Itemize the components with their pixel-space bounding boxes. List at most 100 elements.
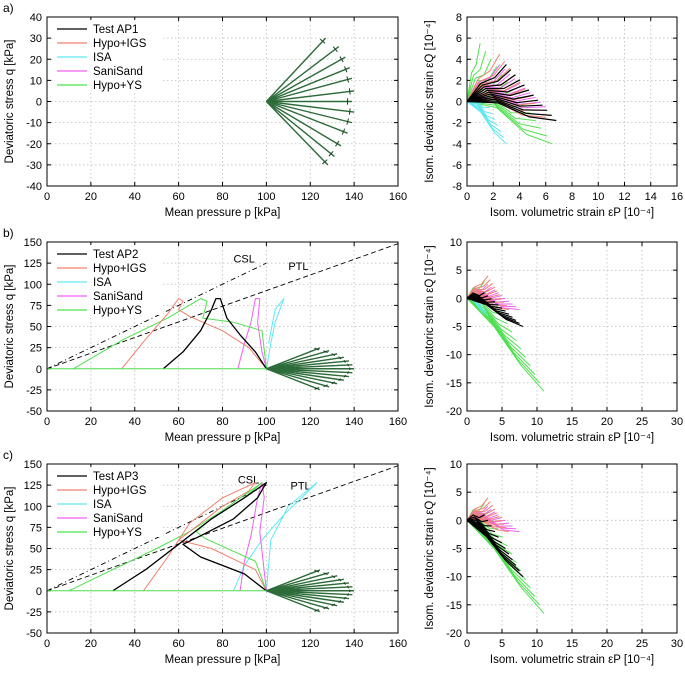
y-tick-label: 25 (30, 565, 42, 577)
y-axis-label: Deviatoric stress q [kPa] (4, 487, 16, 611)
stress-path-tip (314, 569, 320, 573)
y-tick-label: 0 (456, 515, 462, 527)
undrained-path-hypo-igs (143, 482, 267, 592)
strain-path (466, 79, 521, 102)
strain-path (466, 279, 491, 299)
stress-path-test (266, 347, 321, 370)
y-tick-label: 50 (30, 544, 42, 556)
stress-path-test (266, 100, 355, 113)
y-axis-label: Isom. deviatoric strain εQ [10⁻⁴] (424, 20, 436, 183)
y-tick-label: -10 (446, 572, 462, 584)
strain-path (466, 514, 485, 521)
y-tick-label: -50 (26, 628, 42, 640)
stress-path-test (266, 350, 330, 370)
stress-path-tip (343, 581, 346, 585)
strain-path (466, 297, 527, 358)
panel-a-left: 0 20 40 60 80 100 120 140 160 -40 -30 -20 -10 0 10 20 30… (3, 1, 407, 219)
stress-path-tip (347, 363, 349, 367)
x-tick-label: 0 (464, 416, 470, 428)
stress-path-tip (343, 66, 348, 73)
x-tick-label: 40 (129, 191, 141, 203)
panel-label: b) (3, 226, 14, 240)
x-tick-label: 100 (257, 416, 275, 428)
x-tick-label: 80 (216, 191, 228, 203)
y-tick-label: 10 (450, 237, 462, 249)
x-tick-label: 40 (129, 638, 141, 650)
strain-path (466, 519, 503, 544)
y-tick-label: 2 (456, 75, 462, 87)
stress-path-tip (314, 347, 320, 351)
y-tick-label: -20 (446, 628, 462, 640)
undrained-path-test (112, 481, 268, 592)
y-tick-label: -50 (26, 406, 42, 418)
strain-path (466, 297, 531, 367)
stress-path-test (266, 578, 344, 592)
y-tick-label: -25 (26, 385, 42, 397)
y-tick-label: 5 (456, 265, 462, 277)
x-tick-label: 120 (301, 416, 319, 428)
y-tick-label: 100 (24, 279, 42, 291)
legend-entry: Hypo+YS (93, 80, 142, 92)
strain-path (466, 101, 496, 121)
y-tick-label: 5 (456, 487, 462, 499)
stress-path-tip (323, 350, 328, 354)
stress-path-test (266, 100, 353, 124)
strain-path (466, 96, 543, 107)
panel-b-left: 0 20 40 60 80 100 120 140 160 -50 -25 0 25 50 75 100 125… (3, 226, 407, 444)
legend-background (53, 20, 163, 90)
y-tick-label: 0 (456, 293, 462, 305)
stress-path-test (266, 67, 351, 103)
x-tick-label: 30 (671, 416, 683, 428)
y-tick-label: 0 (36, 586, 42, 598)
strain-path (466, 519, 496, 533)
strain-path (466, 516, 489, 523)
stress-path-tip (322, 159, 328, 165)
x-tick-label: 160 (389, 416, 407, 428)
undrained-path-hypo-igs (121, 298, 267, 370)
strain-path (466, 297, 545, 392)
y-tick-label: -25 (26, 607, 42, 619)
y-tick-label: 125 (24, 258, 42, 270)
plot-area (466, 497, 545, 614)
x-tick-label: 140 (345, 416, 363, 428)
x-tick-label: 15 (566, 416, 578, 428)
stress-path-test (266, 590, 330, 610)
x-axis-label: Isom. volumetric strain εP [10⁻⁴] (490, 432, 654, 444)
y-tick-label: -10 (26, 118, 42, 130)
csl-label: CSL (238, 474, 259, 486)
plot-frame (46, 463, 399, 634)
strain-path (466, 497, 489, 521)
x-tick-label: 2 (490, 191, 496, 203)
plot-area (265, 37, 355, 166)
stress-path-test (266, 356, 344, 370)
x-axis-label: Isom. volumetric strain εP [10⁻⁴] (490, 207, 654, 219)
legend-entry: Test AP1 (93, 24, 138, 36)
plot-area (466, 275, 545, 392)
panel-b-right: 0 5 10 15 20 25 30 -20 -15 -10 -5 0 5 10 Isom. volumet… (424, 237, 683, 444)
stress-path-tip (331, 353, 336, 357)
y-tick-label: 6 (456, 33, 462, 45)
panel-a-right: 0 2 4 6 8 10 12 14 16 -8 -6 -4 -2 0 2 4 6 8 Isom. volumetr… (424, 12, 683, 219)
strain-path (466, 50, 487, 102)
stress-path-tip (331, 603, 336, 607)
x-tick-label: 0 (464, 638, 470, 650)
strain-path (466, 58, 492, 102)
strain-path (466, 84, 525, 103)
y-axis-label: Isom. deviatoric strain εQ [10⁻⁴] (424, 467, 436, 630)
stress-path-tip (338, 600, 342, 604)
strain-path (466, 519, 545, 614)
stress-path-test (265, 100, 335, 157)
x-tick-label: 10 (592, 191, 604, 203)
stress-path-tip (347, 593, 349, 596)
strain-path (466, 519, 536, 597)
stress-path-test (266, 360, 350, 370)
x-tick-label: 6 (543, 191, 549, 203)
strain-path (466, 516, 503, 523)
legend-entry: ISA (93, 499, 112, 511)
y-tick-label: -30 (26, 160, 42, 172)
plot-frame (466, 241, 678, 412)
x-tick-label: 40 (129, 416, 141, 428)
stress-path-tip (319, 38, 326, 44)
stress-path-tip (314, 609, 320, 612)
